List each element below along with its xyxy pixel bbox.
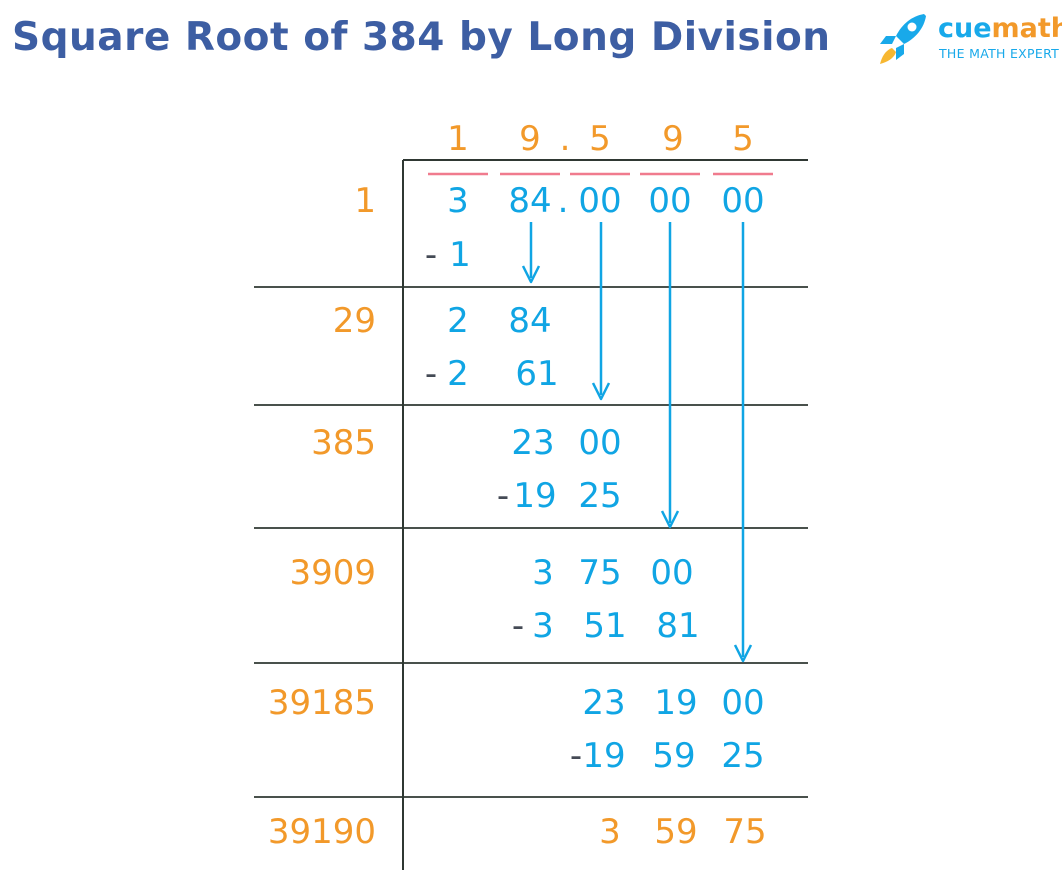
quotient-digit: 5 (589, 119, 611, 159)
dividend-digit-pair: 00 (578, 181, 622, 221)
logo-tagline: THE MATH EXPERT (939, 46, 1060, 61)
bring-down-arrow (521, 222, 541, 284)
divisor-value: 39185 (267, 683, 376, 723)
step-current-value: 19 (654, 683, 698, 723)
divisor-value: 29 (332, 301, 376, 341)
step-subtract-value: 81 (656, 606, 700, 646)
step-subtract-value: 19 (513, 476, 557, 516)
step-subtract-value: 1 (449, 235, 471, 275)
step-subtract-value: 19 (582, 736, 626, 776)
step-subtract-value: 3 (532, 606, 554, 646)
step-subtract-value: 25 (721, 736, 765, 776)
subtract-sign: - (569, 736, 583, 776)
cuemath-logo: cuemath THE MATH EXPERT (872, 10, 1062, 68)
remainder-value: 3 (599, 812, 621, 852)
quotient-decimal-point: . (559, 119, 571, 159)
remainder-value: 59 (654, 812, 698, 852)
remainder-value: 75 (723, 812, 767, 852)
subtract-sign: - (496, 476, 510, 516)
step-current-value: 00 (721, 683, 765, 723)
bring-down-arrow (591, 222, 611, 401)
divisor-value: 3909 (289, 553, 376, 593)
step-current-value: 00 (578, 423, 622, 463)
subtract-sign: - (424, 354, 438, 394)
dividend-digit-pair: 00 (648, 181, 692, 221)
divisor-value: 385 (311, 423, 376, 463)
step-current-value: 75 (578, 553, 622, 593)
dividend-digit-pair: 00 (721, 181, 765, 221)
bring-down-arrow (733, 222, 753, 663)
step-current-value: 00 (650, 553, 694, 593)
page-title: Square Root of 384 by Long Division (12, 15, 831, 60)
step-subtract-value: 25 (578, 476, 622, 516)
step-current-value: 3 (532, 553, 554, 593)
dividend-decimal-point: . (557, 181, 569, 221)
subtract-sign: - (511, 606, 525, 646)
step-subtract-value: 51 (583, 606, 627, 646)
rocket-icon (880, 14, 926, 64)
step-current-value: 23 (582, 683, 626, 723)
logo-wordmark: cuemath (938, 14, 1062, 44)
step-subtract-value: 59 (652, 736, 696, 776)
step-subtract-value: 61 (515, 354, 559, 394)
dividend-digit-pair: 3 (447, 181, 469, 221)
step-current-value: 2 (447, 301, 469, 341)
bring-down-arrow (660, 222, 680, 529)
divisor-value: 1 (354, 181, 376, 221)
quotient-digit: 9 (662, 119, 684, 159)
divisor-value: 39190 (267, 812, 376, 852)
logo-wordmark-cue: cue (938, 13, 992, 44)
quotient-digit: 5 (732, 119, 754, 159)
quotient-digit: 9 (519, 119, 541, 159)
logo-wordmark-math: math (991, 13, 1062, 44)
subtract-sign: - (424, 235, 438, 275)
quotient-digit: 1 (447, 119, 469, 159)
step-current-value: 84 (508, 301, 552, 341)
step-subtract-value: 2 (447, 354, 469, 394)
step-current-value: 23 (511, 423, 555, 463)
dividend-digit-pair: 84 (508, 181, 552, 221)
